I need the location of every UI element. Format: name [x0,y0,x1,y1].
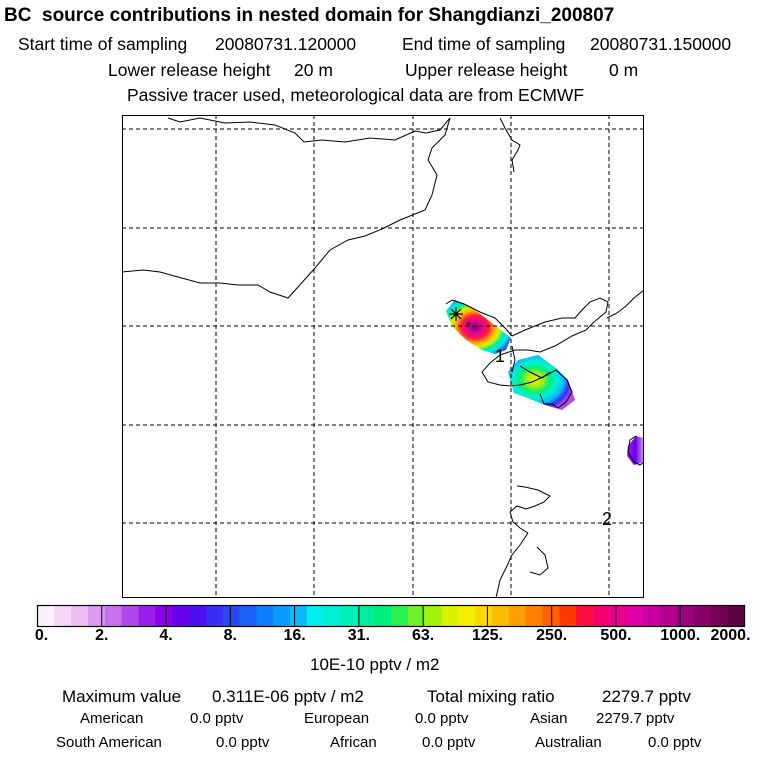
site-label-2: 2 [602,509,612,529]
lower-height-label: Lower release height [108,60,271,80]
colorbar-cell [290,605,308,627]
colorbar-cell [559,605,577,627]
colorbar-cell [273,605,291,627]
colorbar-cell [239,605,257,627]
release-site-star-icon [449,307,463,321]
region-name: European [304,710,370,727]
colorbar-cell [710,605,729,627]
colorbar-tick-label: 16. [283,627,306,644]
chart-title: BC source contributions in nested domain… [4,5,615,26]
colorbar-cell [660,605,678,627]
region-value: 0.0 pptv [190,710,244,727]
colorbar-cell [88,605,106,627]
graticule [122,115,644,598]
colorbar [36,604,746,628]
colorbar-cell [643,605,661,627]
receptor-dot-icon: * [466,319,471,333]
region-value: 0.0 pptv [216,734,270,751]
lower-height-value: 20 m [294,60,333,80]
colorbar-cell [357,605,375,627]
colorbar-tick-label: 125. [471,627,503,644]
colorbar-cell [508,605,527,627]
colorbar-tick-label: 2000. [710,627,751,644]
colorbar-cell [677,605,695,627]
colorbar-cell [626,605,645,627]
colorbar-cell [256,605,274,627]
colorbar-tick-label: 2. [95,627,109,644]
start-time-label: Start time of sampling [18,34,188,54]
colorbar-tick-label: 8. [223,627,237,644]
coastlines [122,117,644,598]
region-value: 0.0 pptv [422,734,476,751]
region-value: 2279.7 pptv [596,710,675,727]
colorbar-tick-label: 1000. [660,627,701,644]
colorbar-cell [340,605,358,627]
region-name: Asian [530,710,568,727]
colorbar-cell [104,605,123,627]
end-time-value: 20080731.150000 [590,34,732,54]
colorbar-cell [424,605,443,627]
colorbar-cell [492,605,510,627]
region-name: American [80,710,144,727]
colorbar-tick-label: 63. [412,627,435,644]
site-label-1: 1 [495,346,505,366]
total-mixing-value: 2279.7 pptv [602,687,691,706]
colorbar-cell [374,605,392,627]
colorbar-cell [407,605,426,627]
colorbar-cell [323,605,342,627]
colorbar-cell [576,605,594,627]
colorbar-cell [189,605,207,627]
tracer-note: Passive tracer used, meteorological data… [127,85,585,105]
colorbar-cell [609,605,628,627]
upper-height-label: Upper release height [405,60,568,80]
colorbar-cell [391,605,409,627]
upper-height-value: 0 m [609,60,639,80]
colorbar-cell [37,605,55,627]
colorbar-cell [525,605,544,627]
colorbar-cell [54,605,72,627]
colorbar-cell [155,605,173,627]
max-value-label: Maximum value [62,687,182,706]
total-mixing-label: Total mixing ratio [427,687,555,706]
colorbar-cell [458,605,476,627]
colorbar-unit-label: 10E-10 pptv / m2 [310,655,440,674]
colorbar-cell [727,605,746,627]
start-time-value: 20080731.120000 [215,34,357,54]
colorbar-tick-label: 500. [600,627,632,644]
colorbar-cell [205,605,224,627]
colorbar-tick-label: 4. [159,627,173,644]
colorbar-cell [138,605,156,627]
region-name: African [330,734,377,751]
region-value: 0.0 pptv [415,710,469,727]
colorbar-cell [694,605,712,627]
colorbar-cell [222,605,241,627]
colorbar-cell [121,605,140,627]
colorbar-tick-label: 250. [536,627,568,644]
map-frame [122,115,644,598]
colorbar-cell [172,605,190,627]
colorbar-cell [441,605,459,627]
colorbar-cell [475,605,493,627]
region-name: South American [56,734,162,751]
colorbar-cell [71,605,89,627]
colorbar-frame [36,604,746,628]
colorbar-tick-label: 0. [34,627,49,644]
region-name: Australian [535,734,602,751]
colorbar-cell [593,605,611,627]
colorbar-cell [306,605,325,627]
region-value: 0.0 pptv [648,734,702,751]
max-value: 0.311E-06 pptv / m2 [212,687,364,706]
end-time-label: End time of sampling [402,34,566,54]
colorbar-tick-label: 31. [347,627,370,644]
